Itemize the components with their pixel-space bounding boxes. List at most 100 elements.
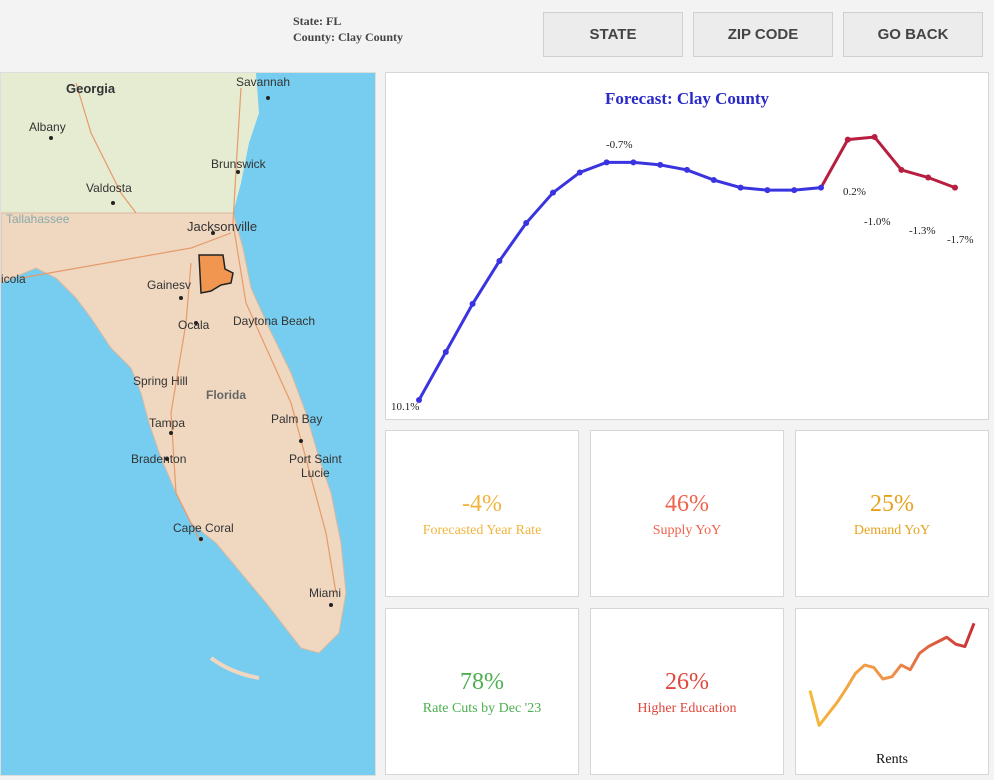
metric-forecast-rate: -4% Forecasted Year Rate [385, 430, 579, 597]
supply-value: 46% [665, 491, 709, 517]
forecast-point [925, 174, 932, 181]
label-miami: Miami [309, 586, 341, 600]
history-point [657, 161, 664, 168]
metric-demand: 25% Demand YoY [795, 430, 989, 597]
city-dot [329, 603, 333, 607]
label-savannah: Savannah [236, 75, 290, 89]
demand-value: 25% [870, 491, 914, 517]
city-dot [299, 439, 303, 443]
label-p1: 0.2% [843, 186, 866, 198]
history-point [523, 220, 530, 227]
city-dot [111, 201, 115, 205]
history-point [710, 177, 717, 184]
forecast-chart: 10.1% -0.7% 0.2% -1.0% -1.3% -1.7% [391, 134, 974, 413]
forecast-chart-card: Forecast: Clay County 10.1% -0.7% 0.2% -… [385, 72, 989, 420]
history-line [417, 160, 822, 401]
rents-label: Rents [876, 752, 908, 767]
road-4 [20, 232, 232, 279]
metric-rate-cuts: 78% Rate Cuts by Dec '23 [385, 608, 579, 775]
label-ocala: Ocala [178, 318, 210, 332]
demand-label: Demand YoY [853, 523, 931, 538]
label-gainesville: Gainesv [147, 278, 191, 292]
history-point [550, 189, 556, 196]
city-dot [266, 96, 270, 100]
forecast-line [819, 135, 956, 190]
label-start: 10.1% [391, 401, 419, 413]
road-1 [75, 82, 137, 214]
city-dot [199, 537, 203, 541]
label-jacksonville: Jacksonville [187, 219, 257, 234]
city-dot [211, 231, 215, 235]
label-florida: Florida [206, 388, 246, 402]
label-p2: -1.0% [864, 216, 891, 228]
history-point [603, 159, 610, 166]
florida-land [1, 212, 347, 654]
history-point [791, 187, 798, 194]
florida-keys [209, 656, 260, 680]
label-brunswick: Brunswick [211, 157, 267, 171]
label-spring-hill: Spring Hill [133, 374, 188, 388]
history-point [416, 397, 422, 403]
state-line: State: FL [293, 14, 342, 28]
history-point [630, 159, 637, 166]
rents-sparkline-card: Rents [795, 608, 989, 775]
city-dot [194, 321, 198, 325]
history-point [764, 187, 771, 194]
forecast-point [952, 184, 958, 191]
metric-supply: 46% Supply YoY [590, 430, 784, 597]
label-tallahassee: Tallahassee [6, 212, 70, 226]
label-lucie: Lucie [301, 466, 330, 480]
georgia-land [1, 73, 259, 213]
city-dot [49, 136, 53, 140]
city-dot [169, 431, 173, 435]
county-line: County: Clay County [293, 30, 404, 44]
history-point [737, 184, 744, 191]
rate-cuts-value: 78% [460, 669, 504, 695]
label-cape-coral: Cape Coral [173, 521, 234, 535]
label-bradenton: Bradenton [131, 452, 186, 466]
label-palm-bay: Palm Bay [271, 412, 322, 426]
label-pensacola: icola [1, 272, 26, 286]
label-albany: Albany [29, 120, 66, 134]
county-map[interactable]: Georgia Savannah Albany Brunswick Valdos… [0, 72, 376, 776]
rents-sparkline [808, 622, 976, 727]
education-value: 26% [665, 669, 709, 695]
label-peak: -0.7% [606, 139, 633, 151]
label-daytona-beach: Daytona Beach [233, 314, 315, 328]
education-label: Higher Education [637, 701, 737, 716]
history-point [469, 300, 476, 307]
metric-higher-education: 26% Higher Education [590, 608, 784, 775]
city-dot [236, 170, 240, 174]
go-back-button[interactable]: GO BACK [843, 12, 983, 57]
map-canvas[interactable]: Georgia Savannah Albany Brunswick Valdos… [1, 73, 376, 776]
label-p4: -1.7% [947, 234, 974, 246]
label-georgia: Georgia [66, 81, 116, 96]
rents-line [808, 622, 976, 727]
forecast-point [871, 134, 878, 141]
history-point [684, 166, 690, 173]
zip-code-button[interactable]: ZIP CODE [693, 12, 833, 57]
label-valdosta: Valdosta [86, 181, 132, 195]
forecast-rate-value: -4% [462, 491, 502, 517]
city-dot [179, 296, 183, 300]
forecast-point [898, 166, 905, 173]
label-p3: -1.3% [909, 225, 936, 237]
forecast-rate-label: Forecasted Year Rate [422, 523, 542, 538]
history-point [496, 257, 503, 264]
label-port-saint: Port Saint [289, 452, 342, 466]
road-2 [232, 87, 242, 224]
forecast-point [844, 136, 851, 143]
history-point [818, 184, 824, 191]
history-point [576, 169, 583, 176]
road-5 [170, 262, 202, 544]
rate-cuts-label: Rate Cuts by Dec '23 [422, 701, 542, 716]
road-3 [232, 222, 337, 594]
location-info: State: FL County: Clay County [293, 13, 403, 45]
state-button[interactable]: STATE [543, 12, 683, 57]
forecast-title: Forecast: Clay County [605, 89, 769, 108]
clay-county-highlight[interactable] [198, 254, 234, 294]
history-point [442, 348, 449, 355]
label-tampa: Tampa [149, 416, 185, 430]
city-dot [165, 457, 169, 461]
supply-label: Supply YoY [652, 523, 722, 538]
